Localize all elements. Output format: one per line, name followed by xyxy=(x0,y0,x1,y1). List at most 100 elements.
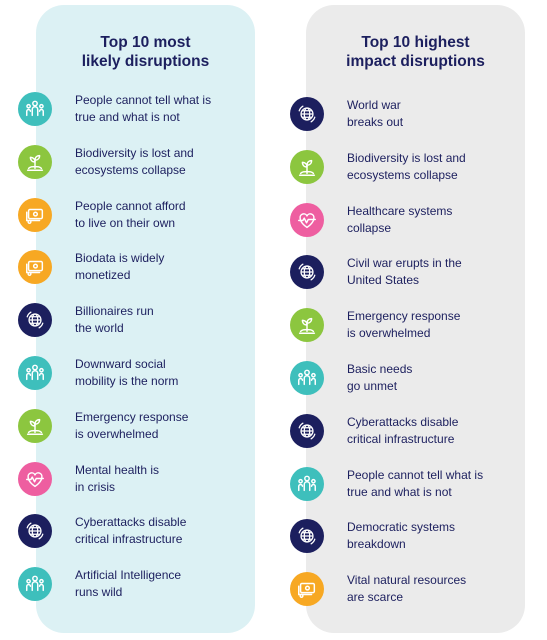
item-label: People cannot tell what is true and what … xyxy=(347,467,522,501)
item-label-line: monetized xyxy=(75,268,131,283)
likely-disruptions-title: Top 10 most likely disruptions xyxy=(36,33,255,71)
item-label-line: collapse xyxy=(347,220,392,235)
list-item: World war breaks out xyxy=(290,94,522,134)
list-item: Billionaires run the world xyxy=(18,300,250,340)
plant-icon xyxy=(18,408,52,443)
globe-icon xyxy=(18,303,52,338)
heart-icon xyxy=(18,461,52,496)
globe-icon xyxy=(290,413,324,448)
item-label-line: breakdown xyxy=(347,537,406,552)
plant-icon xyxy=(290,149,324,184)
item-label-line: Mental health is xyxy=(75,462,160,477)
item-label-line: Cyberattacks disable xyxy=(347,414,459,429)
people-icon xyxy=(290,361,324,395)
globe-icon xyxy=(290,97,324,131)
item-label: Biodiversity is lost and ecosystems colla… xyxy=(347,150,522,184)
plant-icon xyxy=(18,144,52,179)
people-icon xyxy=(290,466,324,501)
list-item: People cannot tell what is true and what … xyxy=(290,464,522,504)
item-label: Civil war erupts in the United States xyxy=(347,255,522,289)
title-line: Top 10 highest xyxy=(361,34,470,51)
item-label: Cyberattacks disable critical infrastruct… xyxy=(347,414,522,448)
item-label-line: runs wild xyxy=(75,585,123,600)
list-item: Emergency response is overwhelmed xyxy=(18,406,250,446)
money-icon xyxy=(290,572,324,607)
likely-disruptions-panel xyxy=(36,5,255,633)
item-label-line: ecosystems collapse xyxy=(347,167,458,182)
people-icon xyxy=(18,356,52,390)
item-label: People cannot tell what is true and what … xyxy=(75,92,250,126)
item-label-line: are scarce xyxy=(347,590,404,605)
item-label-line: to live on their own xyxy=(75,215,176,230)
item-label-line: true and what is not xyxy=(75,110,180,124)
list-item: People cannot afford to live on their own xyxy=(18,195,250,235)
money-icon xyxy=(18,250,52,285)
item-label: Biodiversity is lost and ecosystems colla… xyxy=(75,145,250,179)
title-line: likely disruptions xyxy=(81,53,210,70)
item-label: Basic needs go unmet xyxy=(347,361,522,395)
plant-icon xyxy=(290,308,324,343)
item-label: Downward social mobility is the norm xyxy=(75,356,250,390)
item-label: People cannot afford to live on their own xyxy=(75,198,250,232)
people-icon xyxy=(18,92,52,126)
item-label: Democratic systems breakdown xyxy=(347,519,522,553)
item-label-line: Biodata is widely xyxy=(75,251,165,266)
item-label: Vital natural resources are scarce xyxy=(347,572,522,606)
title-line: Top 10 most xyxy=(100,34,191,51)
list-item: Vital natural resources are scarce xyxy=(290,569,522,609)
list-item: Biodiversity is lost and ecosystems colla… xyxy=(290,147,522,187)
money-icon xyxy=(18,197,52,232)
item-label: Billionaires run the world xyxy=(75,303,250,337)
item-label-line: mobility is the norm xyxy=(75,374,179,388)
item-label: Mental health is in crisis xyxy=(75,462,250,496)
item-label-line: Artificial Intelligence xyxy=(75,568,182,583)
item-label-line: in crisis xyxy=(75,479,116,494)
globe-icon xyxy=(18,514,52,549)
item-label-line: Cyberattacks disable xyxy=(75,515,187,530)
list-item: Healthcare systems collapse xyxy=(290,200,522,240)
list-item: Biodiversity is lost and ecosystems colla… xyxy=(18,142,250,182)
item-label-line: Biodiversity is lost and xyxy=(347,150,466,165)
item-label-line: World war xyxy=(347,98,401,112)
list-item: Downward social mobility is the norm xyxy=(18,353,250,393)
item-label-line: Emergency response xyxy=(347,309,461,324)
impact-disruptions-title: Top 10 highest impact disruptions xyxy=(306,33,525,71)
globe-icon xyxy=(290,519,324,554)
item-label-line: critical infrastructure xyxy=(347,431,455,446)
impact-disruptions-panel xyxy=(306,5,525,633)
item-label-line: People cannot tell what is xyxy=(347,467,484,482)
list-item: Civil war erupts in the United States xyxy=(290,252,522,292)
item-label-line: Civil war erupts in the xyxy=(347,256,462,271)
list-item: Artificial Intelligence runs wild xyxy=(18,564,250,604)
list-item: Basic needs go unmet xyxy=(290,358,522,398)
item-label-line: Healthcare systems xyxy=(347,203,453,218)
list-item: Biodata is widely monetized xyxy=(18,247,250,287)
list-item: Cyberattacks disable critical infrastruct… xyxy=(290,411,522,451)
item-label-line: Billionaires run xyxy=(75,304,154,319)
heart-icon xyxy=(290,202,324,237)
item-label-line: go unmet xyxy=(347,379,398,393)
item-label: World war breaks out xyxy=(347,97,522,131)
item-label-line: Vital natural resources xyxy=(347,573,467,588)
item-label-line: Biodiversity is lost and xyxy=(75,145,194,160)
title-line: impact disruptions xyxy=(346,53,485,70)
item-label-line: the world xyxy=(75,321,124,336)
item-label: Emergency response is overwhelmed xyxy=(75,409,250,443)
item-label-line: Democratic systems xyxy=(347,520,456,535)
people-icon xyxy=(18,567,52,602)
item-label-line: is overwhelmed xyxy=(347,326,431,341)
item-label-line: Downward social xyxy=(75,357,166,371)
item-label-line: People cannot tell what is xyxy=(75,93,212,107)
list-item: Democratic systems breakdown xyxy=(290,516,522,556)
list-item: Emergency response is overwhelmed xyxy=(290,305,522,345)
list-item: People cannot tell what is true and what … xyxy=(18,89,250,129)
item-label-line: ecosystems collapse xyxy=(75,162,186,177)
item-label-line: breaks out xyxy=(347,115,404,129)
item-label-line: Basic needs xyxy=(347,362,413,376)
globe-icon xyxy=(290,255,324,290)
item-label-line: People cannot afford xyxy=(75,198,186,213)
item-label-line: critical infrastructure xyxy=(75,532,183,547)
list-item: Cyberattacks disable critical infrastruct… xyxy=(18,511,250,551)
item-label-line: is overwhelmed xyxy=(75,426,159,441)
item-label: Emergency response is overwhelmed xyxy=(347,308,522,342)
